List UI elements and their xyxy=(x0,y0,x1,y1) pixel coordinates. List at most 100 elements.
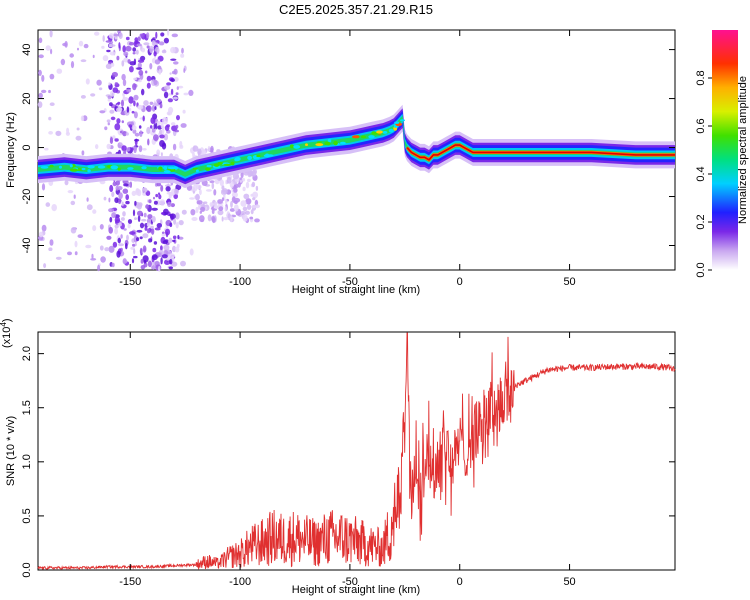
spectrogram-speckle-dot xyxy=(151,40,156,46)
spectrogram-speckle-dot xyxy=(246,204,252,210)
spectrogram-speckle-dot xyxy=(99,245,104,251)
spectrogram-speckle-dot xyxy=(164,125,170,131)
spectrogram-speckle-dot xyxy=(73,194,76,199)
spectrogram-speckle-dot xyxy=(100,256,106,263)
spectrogram-ytick-label: 40 xyxy=(21,43,33,55)
spectrogram-speckle-dot xyxy=(158,41,165,46)
spectrogram-speckle-dot xyxy=(122,188,129,194)
spectrogram-speckle-dot xyxy=(166,29,170,36)
spectrogram-speckle-dot xyxy=(139,33,144,37)
spectrogram-speckle-dot xyxy=(217,199,224,204)
ridge-blob xyxy=(305,143,308,146)
spectrogram-speckle-dot xyxy=(74,240,78,248)
spectrogram-speckle-dot xyxy=(175,212,180,220)
spectrogram-speckle-dot xyxy=(121,73,126,81)
spectrogram-speckle-dot xyxy=(137,104,144,110)
spectrogram-speckle-dot xyxy=(121,201,124,207)
spectrogram-speckle-dot xyxy=(137,62,142,68)
spectrogram-speckle-dot xyxy=(139,222,145,229)
spectrogram-speckle-dot xyxy=(137,59,145,63)
spectrogram-speckle-dot xyxy=(131,190,137,196)
spectrogram-speckle-dot xyxy=(180,53,185,58)
spectrogram-speckle-dot xyxy=(38,231,44,238)
spectrogram-speckle-dot xyxy=(242,206,248,212)
spectrogram-speckle-dot xyxy=(221,216,224,222)
spectrogram-speckle-dot xyxy=(199,189,202,196)
spectrogram-speckle-dot xyxy=(64,41,68,48)
spectrogram-speckle-dot xyxy=(225,179,228,185)
snr-ticks: -150 -100 -50 0 50 0.0 0.5 1.0 1.5 2.0 xyxy=(21,332,675,588)
spectrogram-speckle-dot xyxy=(175,184,182,191)
spectrogram-speckle-dot xyxy=(114,216,121,224)
spectrogram-speckle-dot xyxy=(168,237,173,244)
spectrogram-speckle-dot xyxy=(141,218,147,222)
ridge-blob xyxy=(169,166,176,170)
spectrogram-speckle-dot xyxy=(126,106,130,113)
spectrogram-speckle-dot xyxy=(139,130,143,138)
spectrogram-speckle-dot xyxy=(170,122,176,126)
spectrogram-speckle-dot xyxy=(242,186,246,192)
spectrogram-speckle-dot xyxy=(142,148,147,151)
ridge-blob xyxy=(333,140,338,146)
snr-ytick-label: 0.0 xyxy=(21,562,33,577)
spectrogram-speckle-dot xyxy=(181,209,187,215)
ridge-blob xyxy=(289,144,294,149)
spectrogram-speckle-dot xyxy=(136,67,143,70)
ridge-blob xyxy=(340,141,346,145)
figure-title: C2E5.2025.357.21.29.R15 xyxy=(279,2,433,17)
spectrogram-speckle-dot xyxy=(149,125,153,129)
spectrogram-speckle-dot xyxy=(158,68,162,75)
spectrogram-speckle-dot xyxy=(121,145,127,152)
spectrogram-speckle-dot xyxy=(164,228,171,236)
spectrogram-speckle-dot xyxy=(153,134,159,142)
spectrogram-speckle-dot xyxy=(92,225,97,232)
spectrogram-speckle-dot xyxy=(159,199,165,206)
spectrogram-speckle-dot xyxy=(170,58,177,61)
spectrogram-speckle-dot xyxy=(173,218,177,225)
colorbar-gradient xyxy=(712,30,738,270)
spectrogram-speckle-dot xyxy=(159,140,165,147)
spectrogram-speckle-dot xyxy=(86,197,89,202)
spectrogram-speckle-dot xyxy=(138,69,144,76)
ridge-blob xyxy=(127,167,134,170)
spectrogram-speckle-dot xyxy=(108,245,115,253)
spectrogram-speckle-dot xyxy=(142,255,149,263)
spectrogram-speckle-dot xyxy=(190,209,196,216)
spectrogram-speckle-dot xyxy=(49,30,53,38)
ridge-blob xyxy=(163,170,171,174)
spectrogram-speckle-dot xyxy=(178,85,184,89)
spectrogram-speckle-dot xyxy=(223,217,229,221)
spectrogram-speckle-dot xyxy=(230,200,233,208)
snr-frame xyxy=(37,331,676,571)
spectrogram-speckle-dot xyxy=(231,192,238,198)
ridge-blob xyxy=(394,121,400,124)
spectrogram-speckle-dot xyxy=(90,93,96,97)
spectrogram-speckle-dot xyxy=(85,244,92,249)
spectrogram-speckle-dot xyxy=(224,206,227,212)
spectrogram-speckle-dot xyxy=(146,126,151,135)
snr-series xyxy=(37,332,676,571)
spectrogram-speckle-dot xyxy=(234,200,238,204)
spectrogram-speckle-dot xyxy=(128,41,134,46)
spectrogram-speckle-dot xyxy=(107,95,112,100)
spectrogram-speckle-dot xyxy=(174,188,179,195)
spectrogram-speckle-dot xyxy=(243,193,250,200)
ridge-blob xyxy=(315,143,324,147)
spectrogram-speckle-dot xyxy=(98,87,103,91)
spectrogram-speckle-dot xyxy=(210,207,214,210)
spectrogram-speckle-dot xyxy=(136,229,143,233)
spectrogram-speckle-dot xyxy=(41,74,45,82)
spectrogram-speckle-dot xyxy=(138,145,143,153)
spectrogram-speckle-dot xyxy=(142,233,149,239)
spectrogram-speckle-dot xyxy=(118,42,121,49)
spectrogram-speckle-dot xyxy=(70,227,77,234)
spectrogram-speckle-dot xyxy=(122,45,126,53)
spectrogram-speckle-dot xyxy=(153,51,157,57)
spectrogram-speckle-dot xyxy=(137,36,141,41)
ridge-blob xyxy=(158,166,163,171)
spectrogram-speckle-dot xyxy=(77,47,79,51)
spectrogram-speckle-dot xyxy=(156,223,162,228)
spectrogram-speckle-dot xyxy=(128,124,133,128)
ridge-blob xyxy=(141,166,147,170)
spectrogram-speckle-dot xyxy=(80,59,87,63)
